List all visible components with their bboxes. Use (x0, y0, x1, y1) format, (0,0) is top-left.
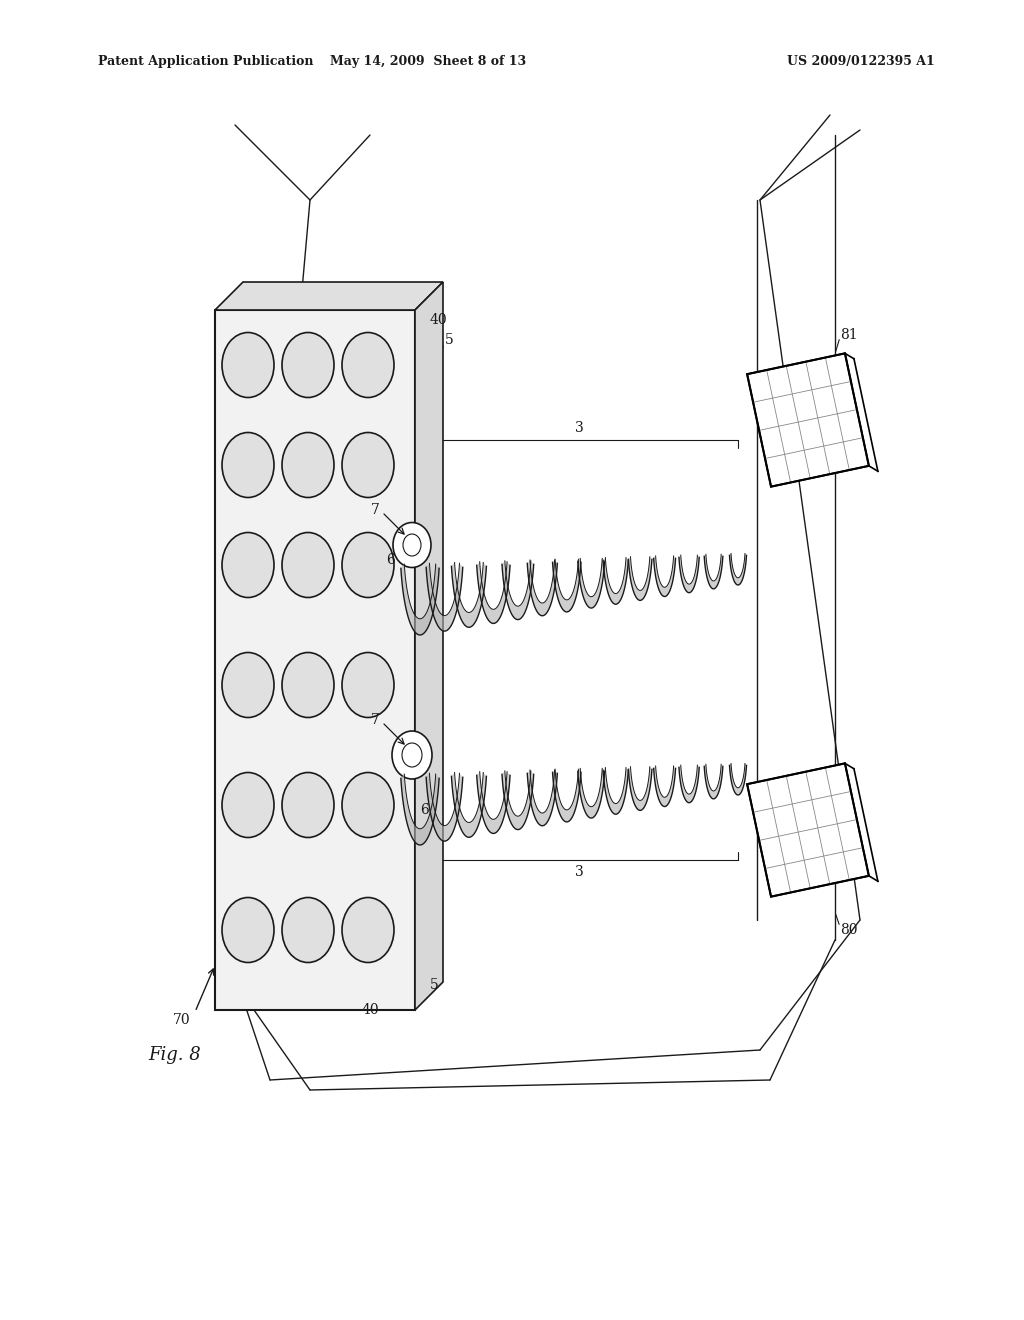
Text: 7: 7 (371, 713, 380, 727)
Text: 5: 5 (430, 978, 438, 993)
Polygon shape (502, 771, 534, 829)
Polygon shape (679, 556, 699, 593)
Polygon shape (653, 766, 676, 807)
Ellipse shape (392, 731, 432, 779)
Polygon shape (452, 562, 486, 627)
Ellipse shape (342, 333, 394, 397)
Ellipse shape (282, 433, 334, 498)
Ellipse shape (222, 433, 274, 498)
Polygon shape (629, 767, 652, 810)
Text: 40: 40 (430, 313, 447, 327)
Polygon shape (748, 763, 868, 896)
Ellipse shape (342, 532, 394, 598)
Polygon shape (705, 764, 723, 799)
Text: 6: 6 (386, 553, 395, 568)
Polygon shape (415, 282, 443, 1010)
Ellipse shape (222, 652, 274, 718)
Ellipse shape (222, 772, 274, 837)
Polygon shape (527, 770, 557, 826)
Polygon shape (629, 557, 652, 601)
Ellipse shape (282, 652, 334, 718)
Polygon shape (215, 310, 415, 1010)
Text: Patent Application Publication: Patent Application Publication (98, 55, 313, 69)
Text: US 2009/0122395 A1: US 2009/0122395 A1 (787, 55, 935, 69)
Text: 3: 3 (574, 865, 584, 879)
Ellipse shape (282, 772, 334, 837)
Ellipse shape (222, 333, 274, 397)
Polygon shape (603, 557, 629, 605)
Ellipse shape (402, 743, 422, 767)
Ellipse shape (403, 535, 421, 556)
Ellipse shape (282, 898, 334, 962)
Polygon shape (477, 772, 510, 833)
Polygon shape (426, 774, 463, 841)
Ellipse shape (222, 532, 274, 598)
Ellipse shape (342, 433, 394, 498)
Polygon shape (400, 564, 439, 635)
Ellipse shape (282, 333, 334, 397)
Ellipse shape (222, 898, 274, 962)
Polygon shape (679, 766, 699, 803)
Polygon shape (215, 282, 443, 310)
Ellipse shape (282, 532, 334, 598)
Polygon shape (553, 770, 581, 822)
Polygon shape (578, 768, 604, 818)
Ellipse shape (342, 772, 394, 837)
Polygon shape (426, 564, 463, 631)
Polygon shape (502, 561, 534, 619)
Text: 5: 5 (445, 333, 454, 347)
Polygon shape (477, 561, 510, 623)
Ellipse shape (342, 898, 394, 962)
Polygon shape (729, 763, 746, 795)
Polygon shape (653, 556, 676, 597)
Polygon shape (603, 767, 629, 814)
Polygon shape (400, 774, 439, 845)
Text: 40: 40 (361, 1003, 379, 1016)
Text: Fig. 8: Fig. 8 (148, 1045, 201, 1064)
Polygon shape (553, 560, 581, 612)
Polygon shape (705, 554, 723, 589)
Ellipse shape (393, 523, 431, 568)
Polygon shape (527, 560, 557, 615)
Text: 3: 3 (574, 421, 584, 436)
Text: 6: 6 (420, 803, 429, 817)
Text: 80: 80 (840, 923, 857, 937)
Polygon shape (748, 354, 868, 487)
Text: May 14, 2009  Sheet 8 of 13: May 14, 2009 Sheet 8 of 13 (330, 55, 526, 69)
Polygon shape (729, 553, 746, 585)
Ellipse shape (342, 652, 394, 718)
Polygon shape (578, 558, 604, 609)
Text: 7: 7 (371, 503, 380, 517)
Text: 70: 70 (173, 1012, 190, 1027)
Text: 81: 81 (840, 327, 858, 342)
Polygon shape (452, 772, 486, 837)
